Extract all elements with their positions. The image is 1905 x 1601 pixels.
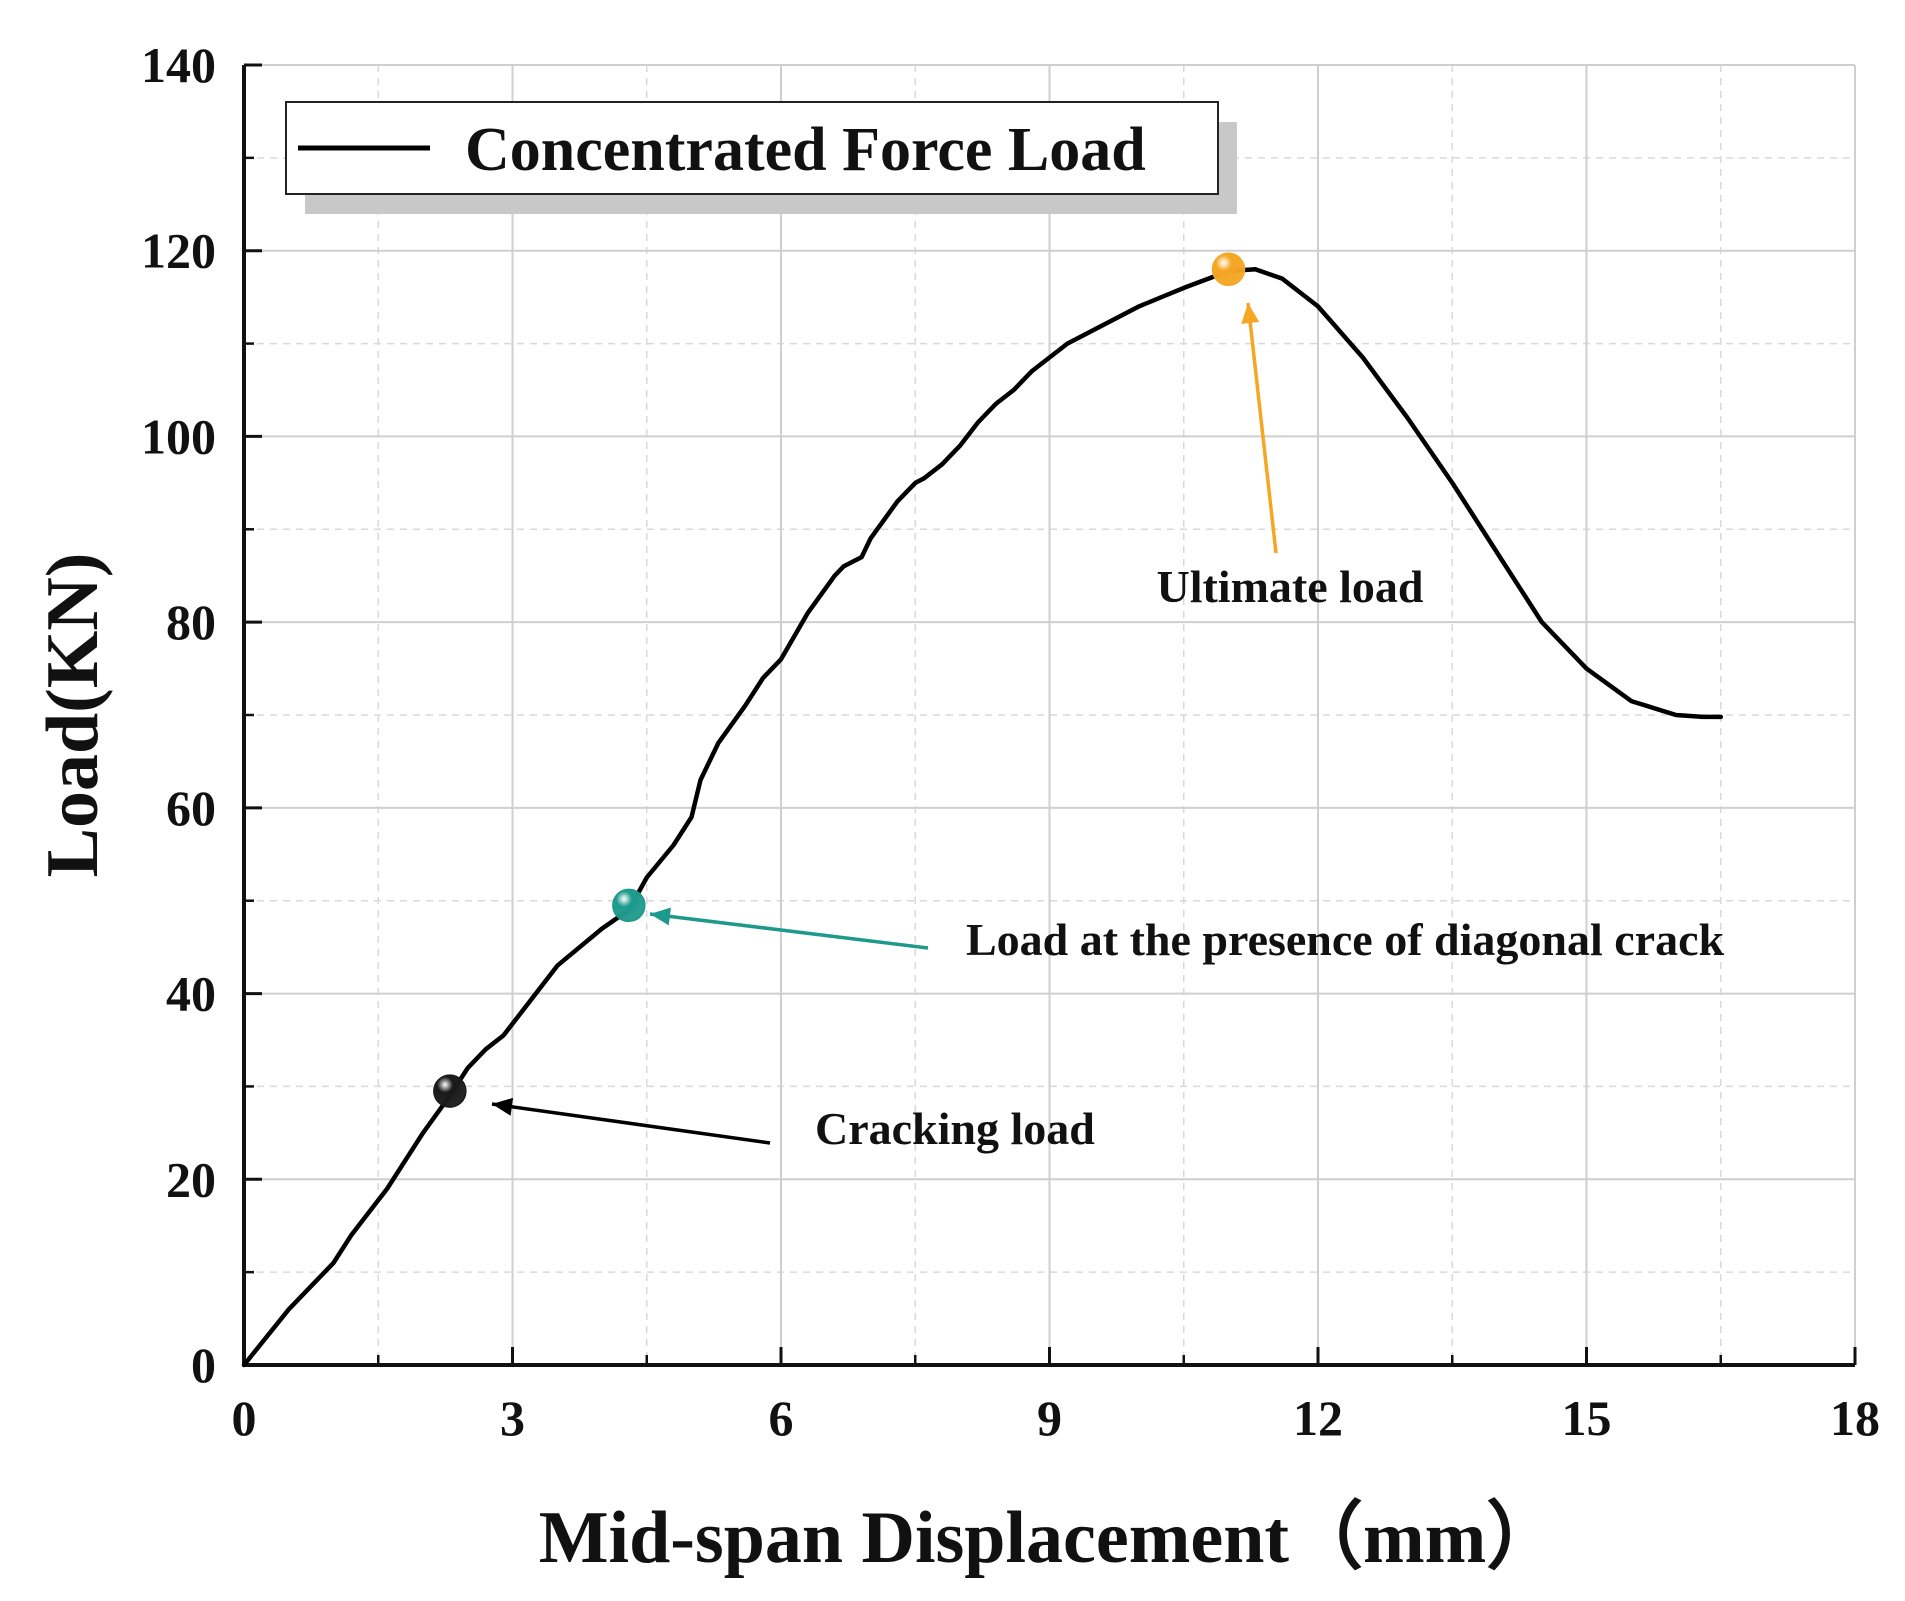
x-axis-title: Mid-span Displacement（mm） [539, 1497, 1561, 1579]
legend-label: Concentrated Force Load [465, 116, 1146, 184]
y-axis-title: Load(KN) [32, 553, 114, 878]
y-tick-label: 0 [191, 1337, 216, 1393]
x-tick-label: 18 [1830, 1390, 1880, 1446]
y-tick-label: 60 [166, 780, 216, 836]
x-tick-label: 9 [1037, 1390, 1062, 1446]
x-tick-label: 6 [769, 1390, 794, 1446]
series-line [241, 267, 1724, 1368]
y-tick-label: 140 [141, 37, 216, 93]
diagonal-crack-load-arrowhead [650, 907, 671, 926]
y-tick-label: 100 [141, 408, 216, 464]
legend: Concentrated Force Load [285, 101, 1237, 214]
cracking-load-arrow [491, 1102, 771, 1145]
cracking-load-marker [433, 1074, 467, 1108]
ultimate-load-arrowhead [1241, 303, 1260, 324]
y-tick-label: 20 [166, 1151, 216, 1207]
y-tick-label: 40 [166, 966, 216, 1022]
diagonal-crack-load-label: Load at the presence of diagonal crack [966, 914, 1725, 965]
x-tick-label: 0 [232, 1390, 257, 1446]
diagonal-crack-load-marker [612, 888, 646, 923]
diagonal-crack-load-arrow [649, 912, 929, 950]
legend-box [285, 101, 1219, 195]
y-tick-label: 120 [141, 223, 216, 279]
plot-area: 0 3 6 9 12 15 18 0 20 40 60 80 100 120 140 Cracking loa… [141, 37, 1880, 1446]
ultimate-load-arrow [1246, 302, 1278, 554]
ultimate-load-label: Ultimate load [1156, 561, 1423, 612]
x-tick-label: 3 [500, 1390, 525, 1446]
y-tick-label: 80 [166, 594, 216, 650]
x-tick-label: 15 [1562, 1390, 1612, 1446]
ultimate-load-marker [1211, 252, 1246, 287]
cracking-load-arrowhead [492, 1097, 514, 1116]
cracking-load-label: Cracking load [815, 1103, 1095, 1154]
x-tick-label: 12 [1293, 1390, 1343, 1446]
